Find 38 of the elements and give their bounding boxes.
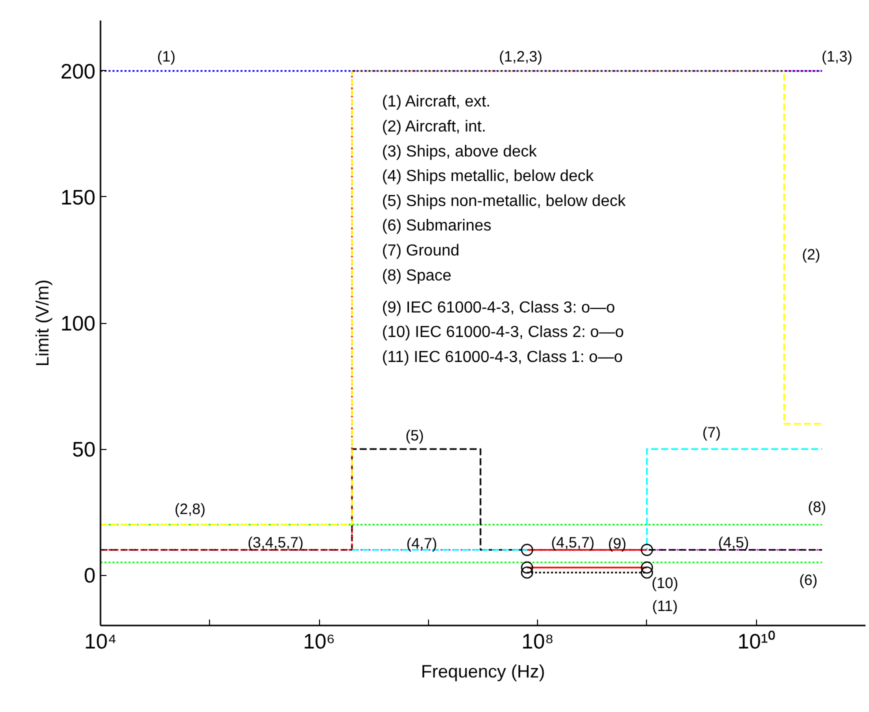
y-tick-label: 200 (60, 60, 96, 84)
annotation: (3,4,5,7) (248, 534, 304, 552)
x-tick-label: 10¹⁰ (738, 630, 775, 654)
annotation: (1) Aircraft, ext. (382, 94, 490, 111)
annotation: (2) Aircraft, int. (382, 118, 486, 136)
annotation: (1,2,3) (499, 48, 542, 66)
annotation: (2) (802, 246, 820, 264)
annotation: (11) (652, 598, 678, 616)
annotation: (9) IEC 61000-4-3, Class 3: o—o (382, 299, 616, 316)
y-axis-title: Limit (V/m) (32, 279, 52, 366)
x-axis-title: Frequency (Hz) (420, 662, 546, 682)
y-tick-label: 50 (72, 438, 96, 462)
annotation: (6) Submarines (382, 218, 492, 235)
y-tick-label: 100 (60, 312, 96, 336)
annotation: (8) (808, 499, 826, 516)
annotation: (1) (157, 48, 176, 66)
y-tick-label: 0 (84, 564, 96, 588)
annotation: (4,5) (718, 534, 749, 552)
x-tick-label: 10⁶ (303, 630, 336, 654)
y-tick-label: 150 (60, 186, 96, 210)
annotation: (10) IEC 61000-4-3, Class 2: o—o (382, 324, 624, 342)
annotation: (9) (608, 535, 626, 552)
x-tick-label: 10⁴ (84, 630, 117, 654)
annotation: (11) IEC 61000-4-3, Class 1: o—o (382, 348, 623, 366)
annotation: (5) Ships non-metallic, below deck (382, 192, 627, 210)
annotation: (4,7) (406, 535, 438, 552)
annotation: (6) (799, 572, 818, 589)
annotation: (7) Ground (382, 242, 460, 260)
annotation: (10) (652, 575, 678, 592)
annotation: (4) Ships metallic, below deck (382, 168, 595, 186)
annotation: (2,8) (174, 501, 206, 518)
annotation: (5) (406, 428, 424, 445)
annotation: (8) Space (382, 267, 452, 284)
annotation: (1,3) (822, 48, 852, 66)
annotation: (3) Ships, above deck (382, 143, 538, 160)
x-tick-label: 10⁸ (522, 630, 554, 654)
annotation: (7) (702, 424, 721, 442)
annotation: (4,5,7) (551, 534, 595, 552)
